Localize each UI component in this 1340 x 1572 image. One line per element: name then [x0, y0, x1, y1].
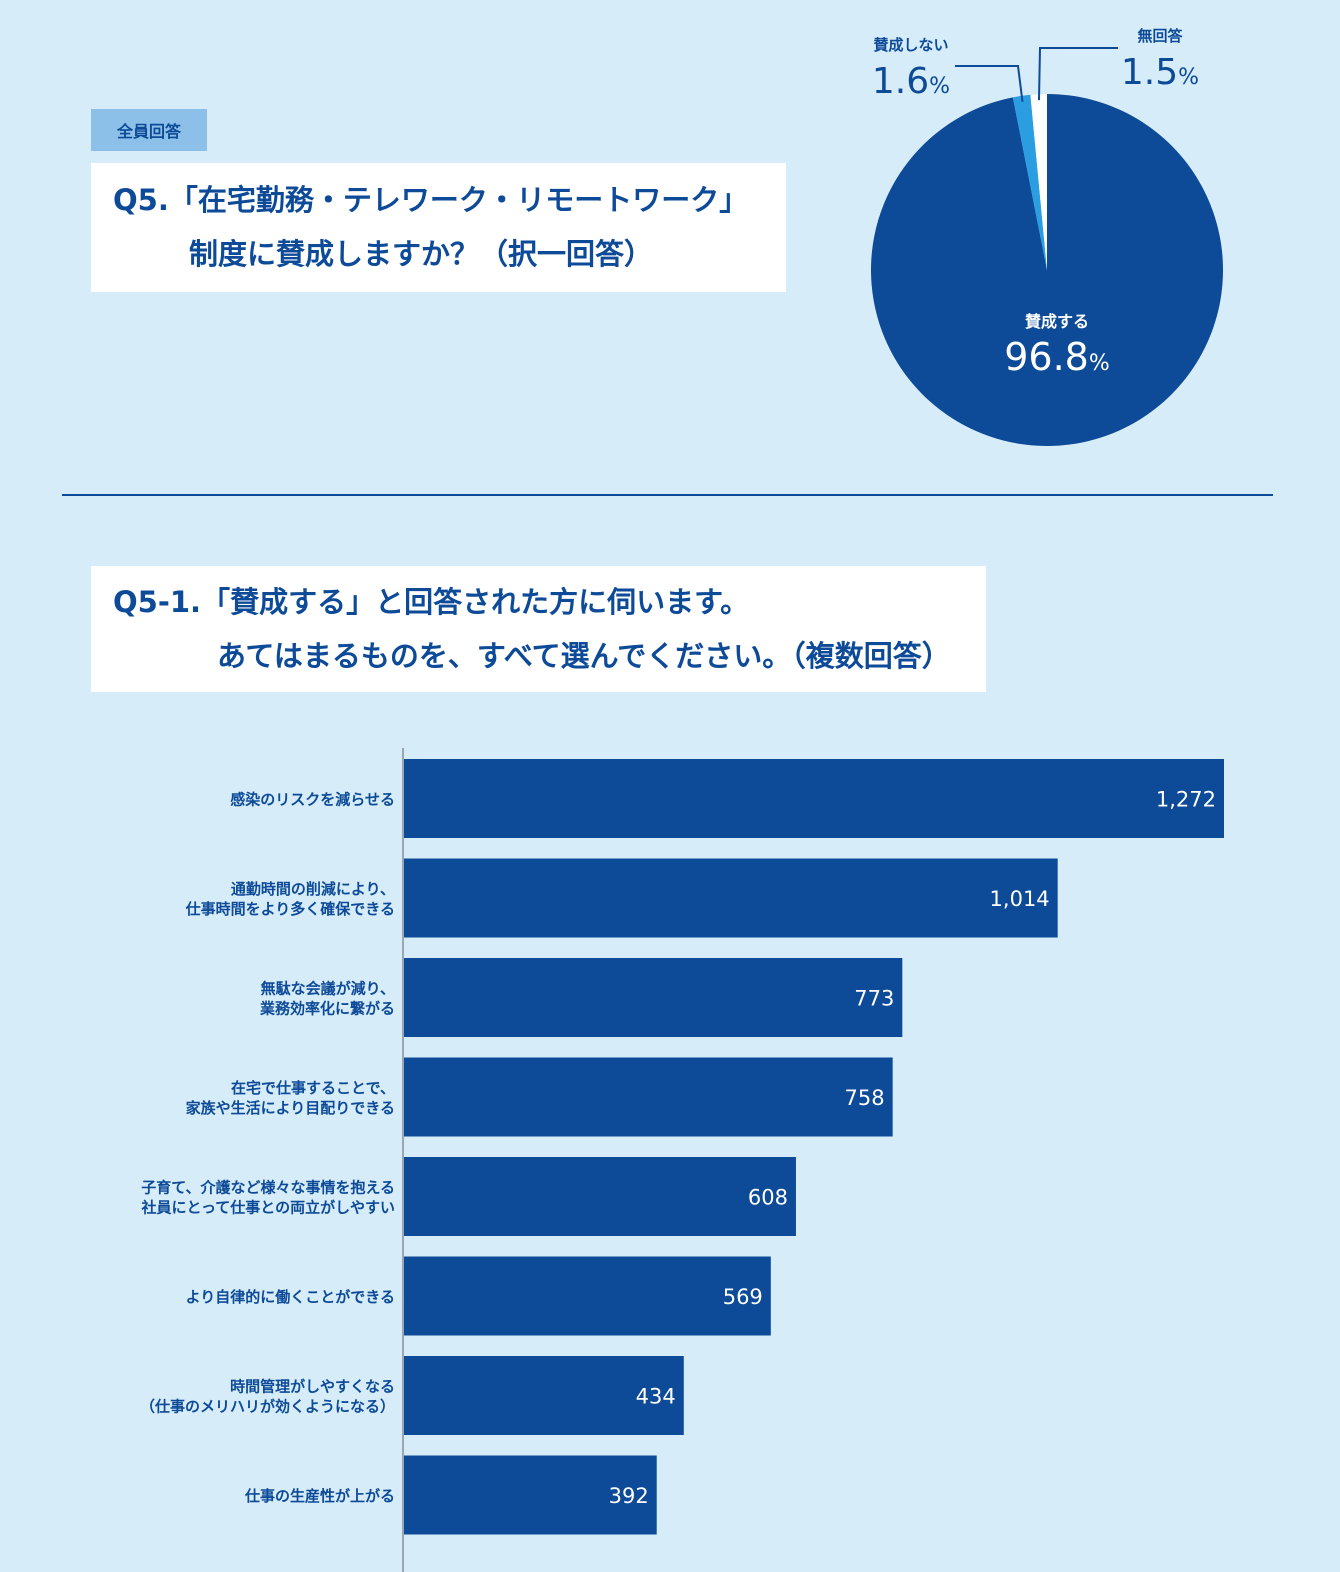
bar-category-label-4-1: 社員にとって仕事との両立がしやすい	[140, 1199, 395, 1217]
pie-leader-disapprove	[955, 65, 1024, 102]
pie-value-approve: 96.8%	[1004, 335, 1110, 379]
bar-value-label-6: 434	[636, 1385, 676, 1409]
bar-category-label-0-0: 感染のリスクを減らせる	[230, 791, 395, 809]
pie-value-disapprove: 1.6%	[872, 61, 950, 102]
question-5-1-number: Q5-1.	[113, 585, 202, 619]
pie-label-disapprove: 賛成しない	[873, 36, 948, 54]
question-5-1-line-1: Q5-1.「賛成する」と回答された方に伺います。	[113, 575, 986, 629]
bar-value-label-1: 1,014	[990, 887, 1050, 911]
bar-value-label-5: 569	[723, 1285, 763, 1309]
section-divider	[62, 494, 1273, 496]
bar-category-label-6-1: （仕事のメリハリが効くようになる）	[140, 1398, 395, 1416]
question-5-1-text-1: 「賛成する」と回答された方に伺います。	[201, 585, 750, 619]
pie-label-no-answer: 無回答	[1137, 27, 1183, 45]
bar-category-label-1-1: 仕事時間をより多く確保できる	[185, 900, 395, 918]
pie-slice-2	[1030, 94, 1047, 270]
bar-5	[404, 1256, 771, 1336]
bar-category-label-7-0: 仕事の生産性が上がる	[244, 1487, 395, 1505]
question-5-line-1: Q5.「在宅勤務・テレワーク・リモートワーク」	[113, 173, 786, 227]
question-5-1-line-2: あてはまるものを、すべて選んでください。（複数回答）	[113, 629, 986, 683]
question-5-1-box: Q5-1.「賛成する」と回答された方に伺います。 あてはまるものを、すべて選んで…	[91, 566, 986, 692]
bar-category-label-4-0: 子育て、介護など様々な事情を抱える	[141, 1179, 395, 1197]
bar-category-label-3-1: 家族や生活により目配りできる	[186, 1099, 395, 1117]
bar-6	[404, 1356, 684, 1435]
bar-4	[404, 1157, 796, 1236]
bar-value-label-2: 773	[854, 987, 894, 1011]
bar-category-label-1-0: 通勤時間の削減により、	[231, 880, 395, 898]
bar-7	[404, 1455, 657, 1535]
bar-category-label-5-0: より自律的に働くことができる	[186, 1288, 395, 1306]
bar-value-label-4: 608	[748, 1186, 788, 1210]
all-respondents-tag: 全員回答	[91, 109, 207, 151]
question-5-text-2: 制度に賛成しますか？（択一回答）	[189, 237, 654, 271]
bar-category-label-2-0: 無駄な会議が減り、	[261, 980, 395, 998]
bar-1	[404, 858, 1058, 938]
bar-3	[404, 1057, 893, 1137]
question-5-1-text-2: あてはまるものを、すべて選んでください。（複数回答）	[217, 639, 951, 673]
bar-value-label-3: 758	[845, 1086, 885, 1110]
pie-slice-1	[1012, 94, 1047, 270]
question-5-line-2: 制度に賛成しますか？（択一回答）	[113, 227, 786, 281]
question-5-text-1: 「在宅勤務・テレワーク・リモートワーク」	[168, 183, 749, 217]
question-5-box: Q5.「在宅勤務・テレワーク・リモートワーク」 制度に賛成しますか？（択一回答）	[91, 163, 786, 292]
pie-leader-no-answer	[1037, 47, 1118, 101]
question-5-number: Q5.	[113, 183, 169, 217]
approval-pie-chart: 賛成する 96.8% 賛成しない 1.6% 無回答 1.5%	[871, 27, 1223, 446]
bar-2	[404, 958, 903, 1037]
pie-label-approve: 賛成する	[1025, 312, 1089, 331]
bar-0	[404, 759, 1224, 838]
bar-category-label-6-0: 時間管理がしやすくなる	[230, 1378, 395, 1396]
bar-value-label-7: 392	[609, 1484, 649, 1508]
bar-value-label-0: 1,272	[1156, 788, 1216, 812]
bar-category-label-2-1: 業務効率化に繋がる	[259, 1000, 395, 1018]
bar-category-label-3-0: 在宅で仕事することで、	[231, 1079, 395, 1097]
pie-value-no-answer: 1.5%	[1121, 52, 1199, 93]
